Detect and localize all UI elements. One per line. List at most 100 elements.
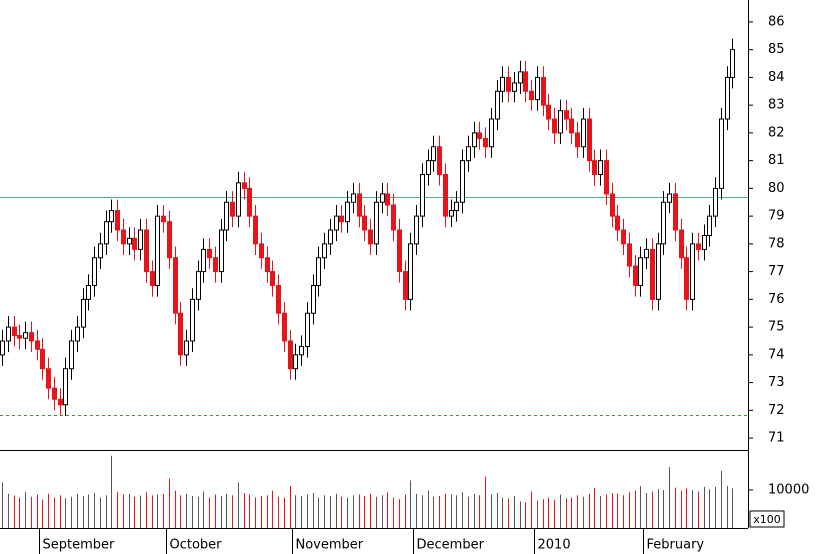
candle-body xyxy=(368,229,373,245)
candle-body xyxy=(276,284,281,314)
candle-body xyxy=(667,193,672,203)
candle-body xyxy=(673,193,678,231)
candle-body xyxy=(610,193,615,217)
candle-body xyxy=(719,118,724,189)
candle-body xyxy=(426,160,431,176)
candle-body xyxy=(696,243,701,250)
candle-body xyxy=(529,90,534,101)
candle-body xyxy=(633,265,638,286)
candle-body xyxy=(247,187,252,217)
candle-body xyxy=(242,182,247,189)
candle-body xyxy=(98,243,103,259)
candle-body xyxy=(644,248,649,259)
candle-body xyxy=(449,210,454,217)
candle-body xyxy=(138,229,143,250)
candle-body xyxy=(265,257,270,273)
y-tick-label: 80 xyxy=(768,181,785,196)
x-tick-label: November xyxy=(296,538,364,553)
candle-body xyxy=(357,193,362,217)
candle-body xyxy=(380,193,385,203)
y-tick-label: 79 xyxy=(768,209,785,224)
candle-body xyxy=(86,284,91,300)
candle-body xyxy=(431,146,436,162)
candle-body xyxy=(581,118,586,148)
candle-body xyxy=(40,348,45,370)
candle-body xyxy=(552,118,557,134)
candle-body xyxy=(81,298,86,328)
y-tick-label: 83 xyxy=(768,98,785,113)
candle-body xyxy=(437,146,442,176)
candle-body xyxy=(362,215,367,231)
candle-body xyxy=(512,82,517,92)
y-tick-label: 76 xyxy=(768,292,785,307)
candle-body xyxy=(575,132,580,148)
candle-body xyxy=(598,160,603,176)
candle-body xyxy=(115,210,120,231)
candle-body xyxy=(604,160,609,195)
candle-body xyxy=(69,340,74,370)
candle-body xyxy=(270,271,275,286)
candle-body xyxy=(443,174,448,217)
y-tick-label: 72 xyxy=(768,403,785,418)
candle-body xyxy=(650,248,655,300)
candle-body xyxy=(63,368,68,406)
candle-body xyxy=(690,243,695,300)
candle-body xyxy=(259,243,264,259)
candle-body xyxy=(397,229,402,273)
candle-body xyxy=(224,201,229,231)
candle-body xyxy=(201,248,206,273)
candle-body xyxy=(518,71,523,84)
candle-body xyxy=(506,76,511,92)
candle-body xyxy=(621,229,626,245)
candle-body xyxy=(92,257,97,286)
y-tick-label: 71 xyxy=(768,431,785,446)
candle-body xyxy=(207,248,212,259)
candle-body xyxy=(707,215,712,237)
candle-body xyxy=(500,76,505,92)
candle-body xyxy=(489,118,494,148)
candle-body xyxy=(483,137,488,148)
candle-body xyxy=(293,354,298,370)
y-tick-label: 77 xyxy=(768,264,785,279)
y-tick-label: 86 xyxy=(768,14,785,29)
volume-unit: x100 xyxy=(753,513,781,526)
y-tick-label: 74 xyxy=(768,347,785,362)
candle-body xyxy=(109,210,114,223)
candle-body xyxy=(558,110,563,134)
candle-body xyxy=(282,312,287,342)
candle-body xyxy=(679,229,684,259)
candle-body xyxy=(184,340,189,356)
candle-body xyxy=(569,118,574,134)
candle-body xyxy=(403,271,408,300)
x-tick-label: February xyxy=(647,538,705,553)
candle-body xyxy=(466,146,471,162)
candle-body xyxy=(46,368,51,389)
x-tick-label: December xyxy=(417,538,485,553)
candle-body xyxy=(656,243,661,300)
candle-body xyxy=(104,221,109,245)
candle-body xyxy=(29,332,34,342)
candle-body xyxy=(75,326,80,342)
candle-body xyxy=(472,132,477,148)
x-tick-label: September xyxy=(43,538,116,553)
candle-body xyxy=(316,257,321,286)
candle-body xyxy=(546,104,551,120)
candle-body xyxy=(305,312,310,348)
candle-body xyxy=(236,182,241,217)
candle-body xyxy=(0,340,5,356)
candle-body xyxy=(299,346,304,356)
candle-body xyxy=(161,215,166,223)
x-tick-label: 2010 xyxy=(538,538,571,553)
candle-body xyxy=(58,398,63,406)
candle-body xyxy=(587,118,592,162)
candle-body xyxy=(150,271,155,286)
candle-body xyxy=(121,229,126,245)
candle-body xyxy=(713,187,718,217)
candle-body xyxy=(52,387,57,400)
candle-body xyxy=(420,174,425,217)
y-tick-label: 78 xyxy=(768,236,785,251)
candle-body xyxy=(661,201,666,245)
candle-body xyxy=(132,237,137,250)
y-tick-label: 73 xyxy=(768,375,785,390)
